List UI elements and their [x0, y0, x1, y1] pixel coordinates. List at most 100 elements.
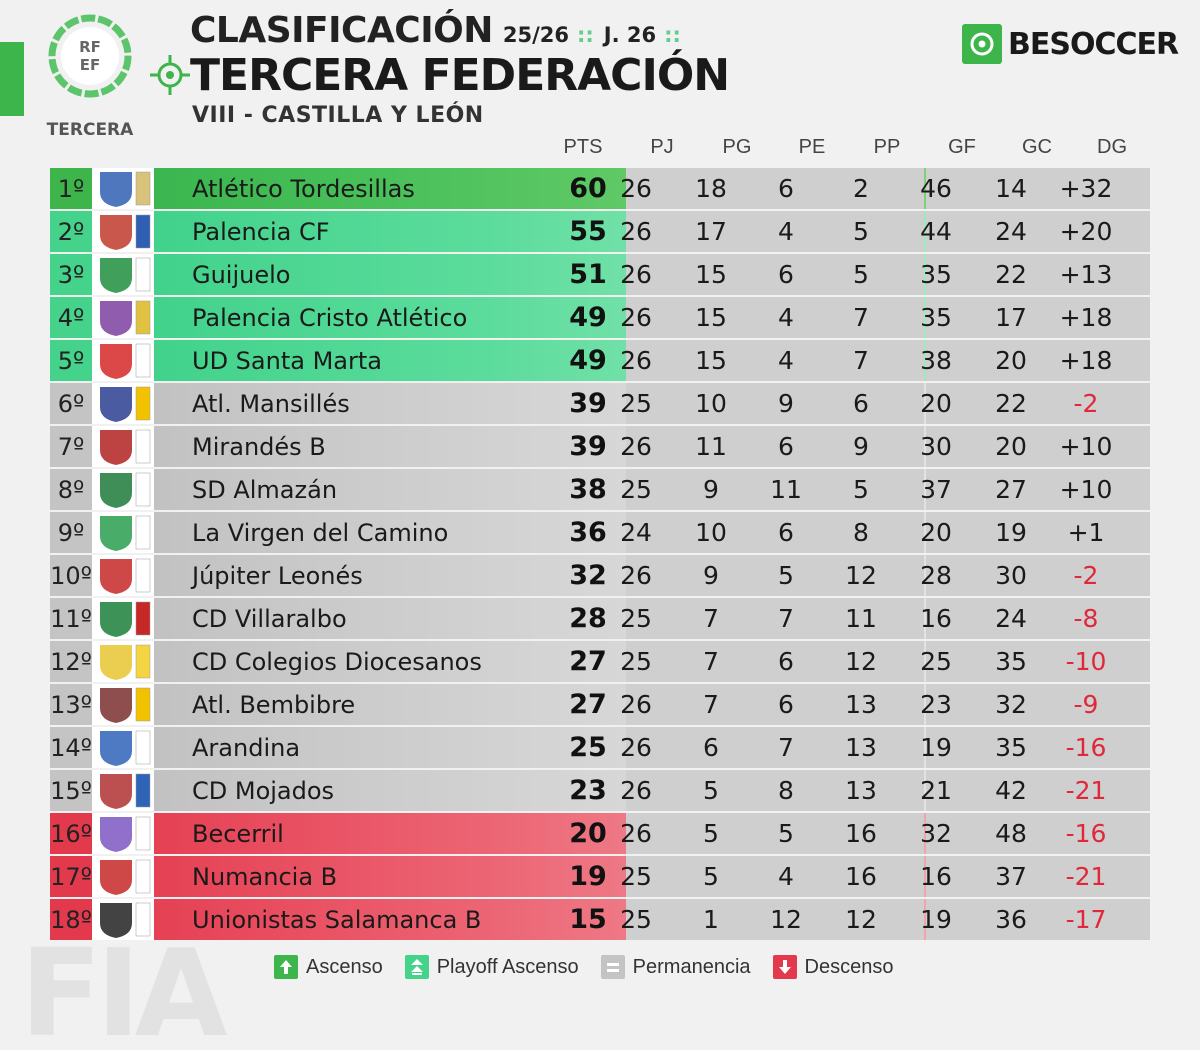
column-headers: PTS PJ PG PE PP GF GC DG [0, 136, 1200, 166]
gf-cell: 25 [920, 647, 952, 676]
dg-cell: -17 [1065, 905, 1107, 934]
gc-cell: 22 [995, 389, 1027, 418]
dg-cell: +20 [1059, 217, 1113, 246]
dg-cell: +18 [1059, 346, 1113, 375]
pg-cell: 7 [703, 604, 719, 633]
position-cell: 10º [50, 555, 92, 596]
tordesillas-crest [92, 168, 154, 209]
goals-panel [926, 727, 1150, 768]
gf-cell: 44 [920, 217, 952, 246]
gc-cell: 35 [995, 647, 1027, 676]
table-row: 1º Atlético Tordesillas 60 26 18 6 2 46 14 +32 [50, 168, 1150, 209]
pg-cell: 9 [703, 561, 719, 590]
dg-cell: -2 [1073, 389, 1099, 418]
pe-cell: 6 [778, 690, 794, 719]
pe-cell: 4 [778, 346, 794, 375]
goals-panel [926, 383, 1150, 424]
pj-cell: 26 [620, 819, 652, 848]
position-cell: 5º [50, 340, 92, 381]
legend: Ascenso Playoff Ascenso Permanencia Descens… [274, 952, 915, 982]
double-arrow-up-icon [404, 955, 429, 979]
pp-cell: 5 [853, 475, 869, 504]
gf-cell: 28 [920, 561, 952, 590]
legend-label: Playoff Ascenso [436, 955, 579, 978]
bembibre-crest [92, 684, 154, 725]
gf-cell: 37 [920, 475, 952, 504]
pe-cell: 6 [778, 518, 794, 547]
pp-cell: 2 [853, 174, 869, 203]
stats-panel [626, 555, 924, 596]
pe-cell: 7 [778, 604, 794, 633]
table-row: 6º Atl. Mansillés 39 25 10 9 6 20 22 -2 [50, 383, 1150, 424]
points-cell: 51 [569, 259, 607, 290]
pg-cell: 10 [695, 518, 727, 547]
gf-cell: 20 [920, 389, 952, 418]
points-cell: 15 [569, 904, 607, 935]
pj-cell: 26 [620, 432, 652, 461]
position-cell: 13º [50, 684, 92, 725]
besoccer-logo: BESOCCER [962, 24, 1179, 64]
position-cell: 9º [50, 512, 92, 553]
gf-cell: 16 [920, 604, 952, 633]
gf-cell: 30 [920, 432, 952, 461]
table-row: 15º CD Mojados 23 26 5 8 13 21 42 -21 [50, 770, 1150, 811]
pg-cell: 15 [695, 260, 727, 289]
goals-panel [926, 684, 1150, 725]
column-header-dg: DG [1097, 136, 1127, 158]
stats-panel [626, 254, 924, 295]
pp-cell: 11 [845, 604, 877, 633]
becerril-crest [92, 813, 154, 854]
points-cell: 49 [569, 302, 607, 333]
almazan-crest [92, 469, 154, 510]
target-icon [150, 55, 190, 95]
guijuelo-crest [92, 254, 154, 295]
gf-cell: 21 [920, 776, 952, 805]
pg-cell: 5 [703, 819, 719, 848]
gc-cell: 27 [995, 475, 1027, 504]
season-label: 25/26 [502, 23, 569, 47]
position-cell: 15º [50, 770, 92, 811]
gf-cell: 46 [920, 174, 952, 203]
position-cell: 16º [50, 813, 92, 854]
table-row: 5º UD Santa Marta 49 26 15 4 7 38 20 +18 [50, 340, 1150, 381]
gc-cell: 20 [995, 432, 1027, 461]
gf-cell: 23 [920, 690, 952, 719]
team-name: Mirandés B [192, 432, 326, 461]
stats-panel [626, 684, 924, 725]
position-cell: 3º [50, 254, 92, 295]
points-cell: 55 [569, 216, 607, 247]
goals-panel [926, 770, 1150, 811]
pg-cell: 9 [703, 475, 719, 504]
table-row: 11º CD Villaralbo 28 25 7 7 11 16 24 -8 [50, 598, 1150, 639]
background-watermark: FIA [20, 940, 228, 1050]
table-row: 7º Mirandés B 39 26 11 6 9 30 20 +10 [50, 426, 1150, 467]
santa-marta-crest [92, 340, 154, 381]
column-header-pj: PJ [650, 136, 674, 158]
position-cell: 12º [50, 641, 92, 682]
pp-cell: 9 [853, 432, 869, 461]
points-cell: 27 [569, 689, 607, 720]
besoccer-icon [962, 24, 1002, 64]
pg-cell: 5 [703, 776, 719, 805]
goals-panel [926, 254, 1150, 295]
stats-panel [626, 856, 924, 897]
pg-cell: 15 [695, 346, 727, 375]
mansilles-crest [92, 383, 154, 424]
pp-cell: 13 [845, 733, 877, 762]
legend-item-descenso: Descenso [772, 955, 893, 979]
gc-cell: 19 [995, 518, 1027, 547]
pe-cell: 4 [778, 217, 794, 246]
villaralbo-crest [92, 598, 154, 639]
pe-cell: 6 [778, 432, 794, 461]
pj-cell: 26 [620, 776, 652, 805]
table-row: 10º Júpiter Leonés 32 26 9 5 12 28 30 -2 [50, 555, 1150, 596]
column-header-pp: PP [873, 136, 901, 158]
pj-cell: 25 [620, 905, 652, 934]
goals-panel [926, 211, 1150, 252]
gc-cell: 48 [995, 819, 1027, 848]
goals-panel [926, 168, 1150, 209]
rfef-tercera-logo: RF EF TERCERA [47, 14, 134, 140]
diocesanos-crest [92, 641, 154, 682]
dg-cell: +13 [1059, 260, 1113, 289]
legend-label: Permanencia [632, 955, 751, 978]
